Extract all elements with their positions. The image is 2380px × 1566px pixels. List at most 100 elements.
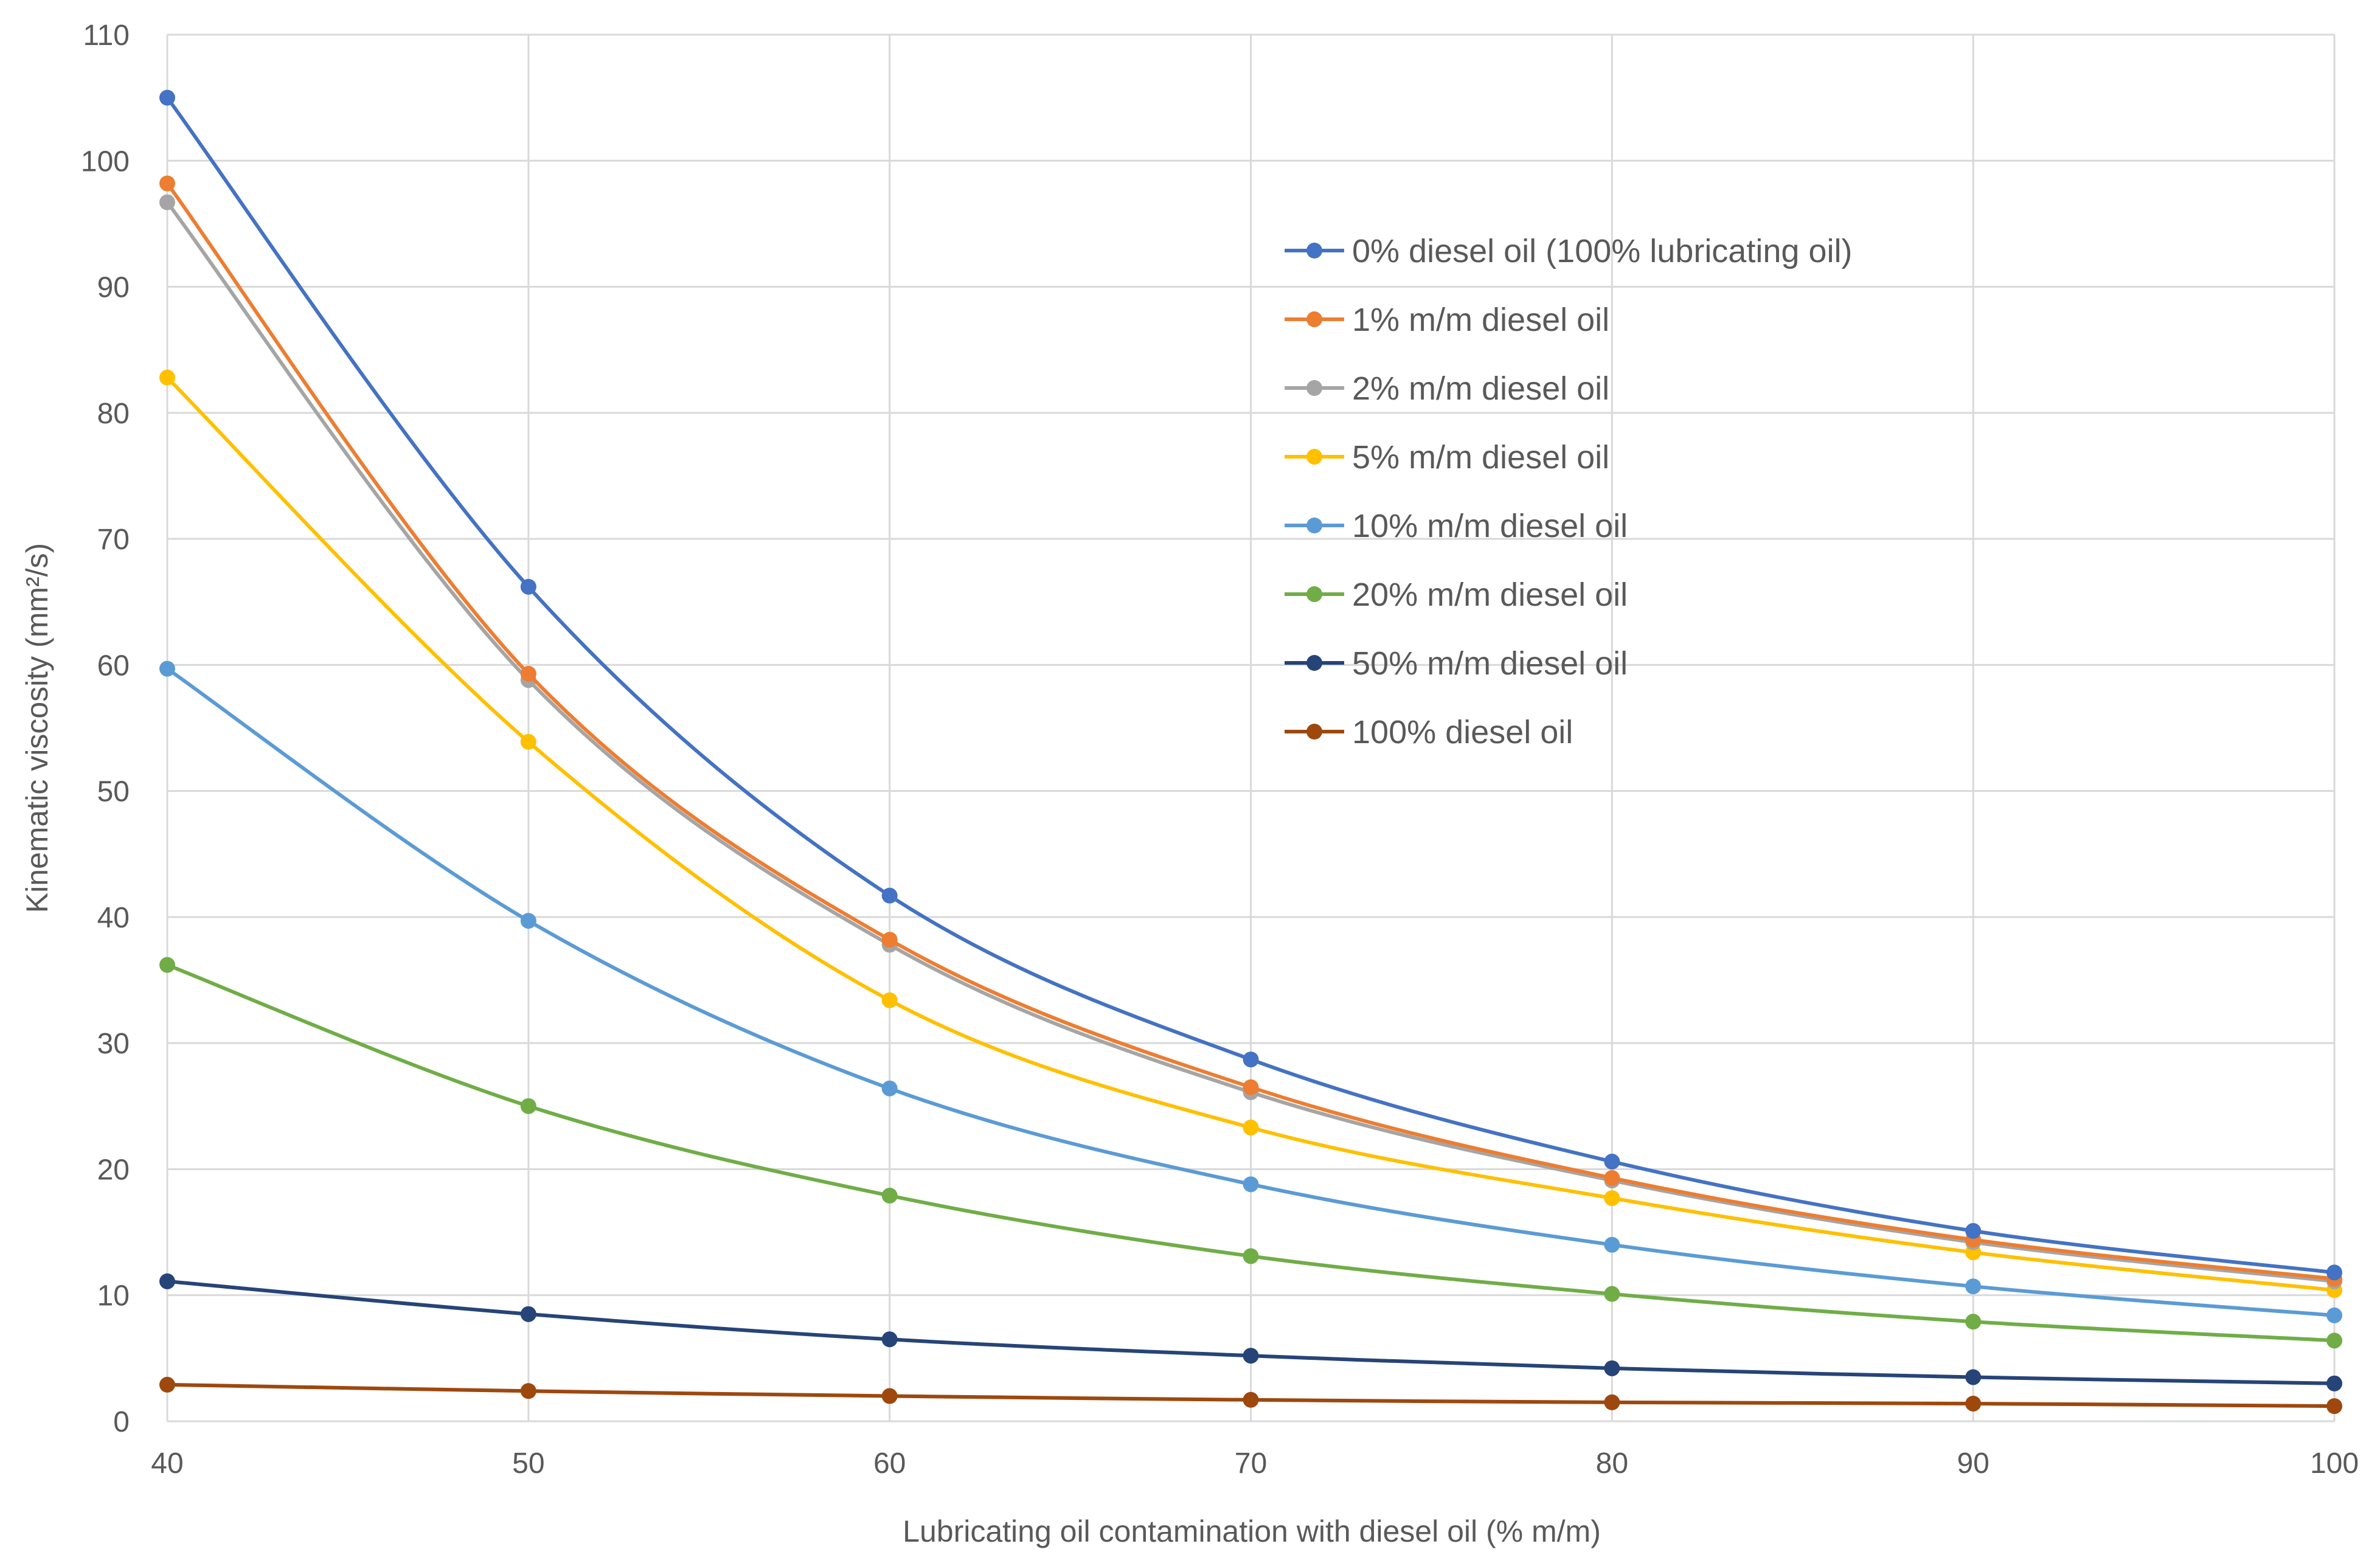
data-point [881,1331,898,1348]
data-point [520,578,536,595]
data-point [881,887,898,904]
y-axis-title: Kinematic viscosity (mm²/s) [20,543,54,913]
data-point [520,733,536,750]
data-point [1965,1314,1982,1330]
legend-item: 0% diesel oil (100% lubricating oil) [1285,233,1852,269]
data-point [1604,1154,1620,1170]
data-point [1965,1369,1982,1385]
x-tick-label: 60 [873,1447,906,1480]
x-tick-label: 80 [1596,1447,1628,1480]
y-tick-label: 70 [97,524,130,556]
data-point [881,932,898,948]
data-point [2326,1398,2342,1415]
legend-marker [1306,449,1322,465]
series-line [165,96,2335,1275]
data-point [1604,1394,1620,1410]
x-tick-label: 40 [151,1447,183,1480]
legend-item: 10% m/m diesel oil [1285,508,1628,544]
plot-series [159,89,2342,1415]
data-point [1243,1120,1259,1136]
data-point [159,1273,175,1289]
data-point [1604,1286,1620,1302]
data-point [1965,1223,1982,1239]
data-point [1604,1236,1620,1253]
data-point [2326,1375,2342,1391]
legend-item: 5% m/m diesel oil [1285,439,1609,476]
series-group [159,89,2342,1281]
y-tick-label: 20 [97,1154,130,1186]
data-point [881,1187,898,1204]
legend-marker [1306,655,1322,671]
legend-item: 2% m/m diesel oil [1285,370,1609,407]
legend: 0% diesel oil (100% lubricating oil) 1% m… [1285,233,1852,750]
y-tick-label: 100 [81,145,130,178]
legend-marker [1306,380,1322,396]
data-point [2326,1307,2342,1323]
data-point [1243,1391,1259,1408]
data-point [520,1383,536,1399]
y-tick-label: 110 [83,19,130,52]
data-point [1604,1360,1620,1376]
data-point [159,660,175,677]
legend-marker [1306,243,1322,258]
gridlines [166,33,2336,1422]
legend-label: 2% m/m diesel oil [1352,370,1609,407]
data-point [881,992,898,1008]
legend-item: 50% m/m diesel oil [1285,645,1628,682]
data-point [520,665,536,682]
data-point [520,913,536,929]
data-point [520,1098,536,1114]
series-group [159,660,2342,1323]
data-point [1243,1248,1259,1264]
legend-item: 100% diesel oil [1285,714,1573,750]
series-group [159,1273,2342,1391]
legend-item: 20% m/m diesel oil [1285,577,1628,613]
x-tick-label: 90 [1957,1447,1989,1480]
data-point [159,194,175,210]
series-group [159,1376,2342,1415]
y-tick-label: 40 [97,902,130,934]
legend-marker [1306,311,1322,327]
data-point [1243,1052,1259,1068]
data-point [159,89,175,106]
y-tick-label: 0 [113,1406,130,1438]
legend-marker [1306,518,1322,533]
legend-item: 1% m/m diesel oil [1285,302,1609,338]
data-point [2326,1332,2342,1349]
legend-label: 50% m/m diesel oil [1352,645,1628,682]
legend-label: 5% m/m diesel oil [1352,439,1609,476]
legend-label: 0% diesel oil (100% lubricating oil) [1352,233,1852,269]
x-tick-label: 50 [512,1447,544,1480]
series-group [159,957,2342,1349]
series-line [165,182,2335,1281]
data-point [2326,1264,2342,1281]
data-point [159,369,175,386]
legend-label: 1% m/m diesel oil [1352,302,1609,338]
x-tick-label: 100 [2310,1447,2359,1480]
data-point [1604,1169,1620,1186]
legend-marker [1306,724,1322,740]
y-tick-label: 10 [97,1280,130,1312]
data-point [881,1388,898,1404]
data-point [1243,1176,1259,1193]
x-axis-title: Lubricating oil contamination with diese… [903,1514,1601,1548]
series-group [159,175,2342,1287]
data-point [1243,1348,1259,1364]
series-line [165,201,2335,1283]
axis-ticks: 0 10 20 30 40 50 60 70 80 90 100 110 40 50 60 70 80 90 100 [81,19,2359,1480]
data-point [1604,1190,1620,1207]
data-point [159,957,175,973]
legend-label: 100% diesel oil [1352,714,1573,750]
y-tick-label: 80 [97,398,130,430]
y-tick-label: 60 [97,650,130,682]
legend-label: 20% m/m diesel oil [1352,577,1628,613]
data-point [520,1306,536,1322]
data-point [1243,1079,1259,1095]
series-group [159,369,2342,1298]
data-point [881,1080,898,1097]
y-tick-label: 30 [97,1028,130,1060]
y-tick-label: 90 [97,272,130,304]
data-point [159,1376,175,1393]
x-tick-label: 70 [1235,1447,1267,1480]
